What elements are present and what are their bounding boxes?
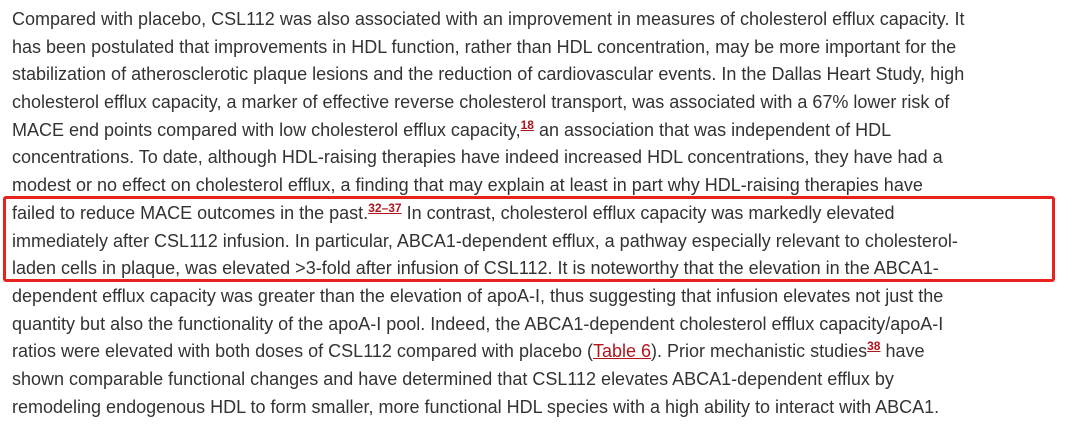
- text-run: quantity but also the functionality of t…: [12, 313, 944, 334]
- text-run: has been postulated that improvements in…: [12, 36, 957, 57]
- text-run: an association that was independent of H…: [533, 119, 892, 140]
- text-run: concentrations. To date, although HDL-ra…: [12, 147, 943, 168]
- text-run: have: [880, 341, 925, 362]
- text-run: cholesterol efflux capacity, a marker of…: [12, 92, 950, 113]
- text-run: MACE end points compared with low choles…: [12, 119, 521, 140]
- text-line: dependent efflux capacity was greater th…: [12, 283, 1076, 311]
- reference-link[interactable]: 38: [867, 339, 881, 354]
- text-line: remodeling endogenous HDL to form smalle…: [12, 394, 1076, 422]
- text-run: laden cells in plaque, was elevated >3-f…: [12, 258, 939, 279]
- text-line: stabilization of atherosclerotic plaque …: [12, 61, 1076, 89]
- text-run: shown comparable functional changes and …: [12, 368, 894, 389]
- text-line: ratios were elevated with both doses of …: [12, 338, 1076, 366]
- text-line: quantity but also the functionality of t…: [12, 311, 1076, 339]
- text-run: In contrast, cholesterol efflux capacity…: [401, 202, 895, 223]
- superscript: 32–37: [368, 201, 401, 215]
- text-line: concentrations. To date, although HDL-ra…: [12, 144, 1076, 172]
- text-line: cholesterol efflux capacity, a marker of…: [12, 89, 1076, 117]
- text-line: laden cells in plaque, was elevated >3-f…: [12, 255, 1076, 283]
- text-run: immediately after CSL112 infusion. In pa…: [12, 230, 958, 251]
- reference-link[interactable]: 18: [520, 117, 534, 132]
- text-run: stabilization of atherosclerotic plaque …: [12, 64, 965, 85]
- superscript: 18: [521, 118, 534, 132]
- text-line: has been postulated that improvements in…: [12, 34, 1076, 62]
- text-line: modest or no effect on cholesterol efflu…: [12, 172, 1076, 200]
- text-run: Compared with placebo, CSL112 was also a…: [12, 9, 965, 29]
- text-line: Compared with placebo, CSL112 was also a…: [12, 6, 1076, 34]
- superscript: 38: [867, 339, 880, 353]
- text-run: ratios were elevated with both doses of …: [12, 341, 593, 362]
- text-run: remodeling endogenous HDL to form smalle…: [12, 396, 940, 417]
- text-run: dependent efflux capacity was greater th…: [12, 285, 944, 306]
- text-line: immediately after CSL112 infusion. In pa…: [12, 228, 1076, 256]
- paragraph: Compared with placebo, CSL112 was also a…: [12, 6, 1076, 421]
- text-run: modest or no effect on cholesterol efflu…: [12, 175, 923, 196]
- text-run: ). Prior mechanistic studies: [651, 341, 868, 362]
- text-line: MACE end points compared with low choles…: [12, 117, 1076, 145]
- reference-link[interactable]: 32–37: [368, 200, 402, 215]
- text-line: shown comparable functional changes and …: [12, 366, 1076, 394]
- table-link[interactable]: Table 6: [593, 341, 652, 362]
- text-line: failed to reduce MACE outcomes in the pa…: [12, 200, 1076, 228]
- text-run: failed to reduce MACE outcomes in the pa…: [12, 202, 369, 223]
